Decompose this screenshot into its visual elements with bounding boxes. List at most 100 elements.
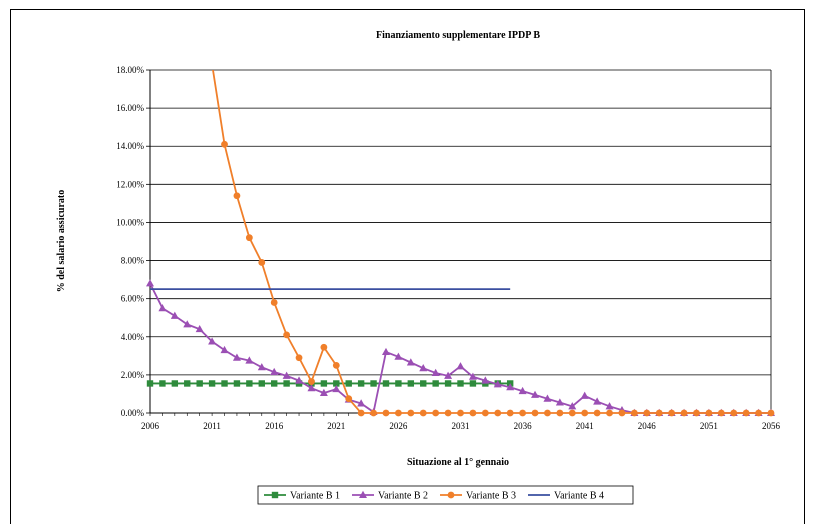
x-axis-title: Situazione al 1° gennaio	[407, 457, 509, 468]
series-variante-b-1	[146, 380, 514, 387]
data-point	[755, 409, 762, 417]
data-point	[283, 380, 290, 387]
x-tick-label: 2026	[389, 421, 408, 431]
data-point	[208, 337, 217, 345]
data-point	[382, 409, 390, 417]
data-point	[680, 409, 688, 417]
x-tick-label: 2031	[452, 421, 470, 431]
data-point	[481, 409, 489, 417]
data-point	[282, 371, 291, 379]
data-point	[407, 409, 415, 417]
data-point	[257, 363, 266, 371]
data-point	[767, 409, 775, 417]
data-point	[184, 380, 191, 387]
y-tick-label: 6.00%	[121, 294, 145, 304]
x-tick-labels: 2006 2011 2016 2021 2026 2031 2036 2041 2046 2051…	[141, 421, 781, 431]
legend-label: Variante B 1	[290, 491, 340, 502]
data-point	[283, 331, 291, 339]
data-point	[320, 380, 328, 387]
data-point	[345, 395, 353, 403]
data-point	[531, 390, 540, 398]
data-point	[568, 409, 576, 417]
data-point	[308, 378, 315, 385]
y-tick-label: 4.00%	[121, 332, 145, 342]
data-point	[146, 279, 154, 287]
data-point	[717, 409, 725, 417]
data-point	[258, 380, 265, 387]
data-point	[705, 409, 713, 417]
data-point	[246, 380, 253, 387]
data-point	[468, 372, 477, 380]
legend-label: Variante B 4	[554, 491, 604, 502]
data-point	[320, 343, 328, 351]
data-point	[432, 380, 439, 387]
legend: Variante B 1 Variante B 2 Variante B 3 Vari…	[257, 485, 634, 505]
data-point	[481, 376, 490, 384]
y-tick-label: 14.00%	[116, 141, 144, 151]
series-line	[149, 283, 771, 414]
data-point	[158, 303, 167, 312]
data-point	[606, 409, 613, 417]
data-point	[544, 409, 551, 417]
data-point	[307, 384, 316, 392]
data-point	[382, 380, 390, 387]
legend-swatch-marker	[271, 491, 279, 499]
data-point	[469, 409, 477, 417]
data-point	[593, 397, 602, 405]
y-tick-label: 10.00%	[116, 217, 144, 227]
series-line	[212, 70, 771, 414]
data-point	[420, 380, 427, 387]
data-point	[580, 391, 589, 399]
y-tick-label: 16.00%	[116, 103, 144, 113]
data-point	[457, 380, 464, 387]
series-variante-b-2	[146, 279, 775, 416]
data-point	[518, 386, 527, 395]
data-point	[271, 380, 278, 387]
data-point	[742, 409, 750, 417]
data-point	[270, 299, 278, 306]
series-variante-b-3	[212, 70, 775, 417]
data-point	[419, 364, 428, 372]
data-point	[456, 362, 465, 370]
legend-item: Variante B 4	[528, 491, 604, 502]
data-point	[693, 409, 700, 417]
data-point	[357, 380, 365, 387]
grid	[150, 69, 771, 414]
y-tick-label: 2.00%	[121, 370, 145, 380]
data-point	[444, 380, 452, 387]
data-point	[146, 380, 154, 387]
x-tick-label: 2016	[265, 421, 284, 431]
legend-label: Variante B 3	[466, 491, 516, 502]
x-tick-label: 2041	[576, 421, 594, 431]
x-tick-label: 2011	[203, 421, 221, 431]
data-point	[730, 409, 738, 417]
y-tick-labels: 0.00% 2.00% 4.00% 6.00% 8.00% 10.00% 12.00% 14.…	[116, 65, 144, 418]
data-point	[531, 409, 539, 417]
data-point	[668, 409, 676, 417]
data-point	[245, 234, 253, 242]
data-point	[444, 409, 452, 417]
data-point	[394, 352, 403, 360]
data-point	[170, 311, 179, 319]
x-tick-label: 2006	[141, 421, 160, 431]
data-point	[457, 409, 464, 417]
data-point	[159, 380, 166, 387]
data-point	[506, 409, 514, 417]
data-point	[171, 380, 179, 387]
data-point	[605, 402, 614, 410]
x-tick-label: 2056	[762, 421, 781, 431]
data-point	[332, 384, 341, 393]
data-point	[643, 409, 651, 417]
data-point	[332, 361, 340, 369]
data-point	[232, 353, 241, 361]
data-point	[233, 192, 241, 200]
data-point	[370, 409, 377, 417]
x-tick-label: 2021	[327, 421, 345, 431]
y-tick-label: 0.00%	[121, 408, 145, 418]
data-point	[370, 380, 377, 387]
data-point	[555, 398, 564, 406]
data-point	[345, 380, 352, 387]
legend-item: Variante B 2	[352, 491, 428, 502]
data-point	[568, 402, 577, 410]
x-tick-label: 2036	[514, 421, 533, 431]
